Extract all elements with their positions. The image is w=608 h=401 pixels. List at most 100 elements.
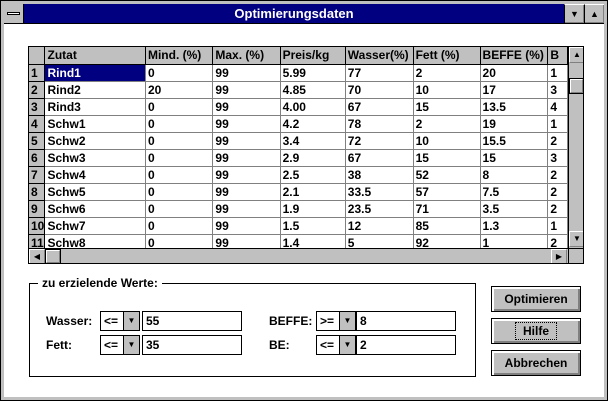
- grid-corner-header[interactable]: [29, 47, 46, 65]
- grid-cell[interactable]: 5.99: [280, 64, 346, 82]
- grid-cell[interactable]: 0: [145, 217, 214, 235]
- cancel-button[interactable]: Abbrechen: [491, 350, 581, 376]
- grid-cell[interactable]: 99: [212, 115, 281, 133]
- grid-cell[interactable]: 15: [413, 98, 481, 116]
- grid-cell[interactable]: 99: [212, 217, 281, 235]
- row-header[interactable]: 3: [29, 98, 46, 116]
- column-header[interactable]: Preis/kg: [280, 47, 346, 65]
- grid-cell[interactable]: 10: [413, 132, 481, 150]
- scroll-down-icon[interactable]: ▼: [569, 231, 583, 247]
- grid-cell[interactable]: 3: [547, 149, 568, 167]
- grid-cell[interactable]: 2: [547, 200, 568, 218]
- grid-cell[interactable]: 4.2: [280, 115, 346, 133]
- grid-cell[interactable]: 2: [547, 183, 568, 201]
- chevron-down-icon[interactable]: ▼: [339, 336, 355, 354]
- grid-cell[interactable]: 0: [145, 234, 214, 248]
- column-header[interactable]: Max. (%): [212, 47, 281, 65]
- grid-cell[interactable]: 20: [145, 81, 214, 99]
- grid-cell[interactable]: 4.85: [280, 81, 346, 99]
- grid-cell[interactable]: Rind2: [44, 81, 146, 99]
- grid-cell[interactable]: 99: [212, 149, 281, 167]
- vertical-scrollbar[interactable]: ▲ ▼: [568, 47, 583, 248]
- wasser-operator-select[interactable]: <= ▼: [100, 311, 140, 331]
- grid-cell[interactable]: 2: [413, 64, 481, 82]
- grid-cell[interactable]: 0: [145, 183, 214, 201]
- grid-cell[interactable]: 3.4: [280, 132, 346, 150]
- column-header[interactable]: Mind. (%): [145, 47, 214, 65]
- chevron-down-icon[interactable]: ▼: [339, 312, 355, 330]
- row-header[interactable]: 9: [29, 200, 46, 218]
- grid-cell[interactable]: Schw1: [44, 115, 146, 133]
- grid-cell[interactable]: 12: [345, 217, 414, 235]
- grid-cell[interactable]: 4.00: [280, 98, 346, 116]
- grid-cell[interactable]: 99: [212, 98, 281, 116]
- fett-operator-select[interactable]: <= ▼: [100, 335, 140, 355]
- grid-cell[interactable]: 2.1: [280, 183, 346, 201]
- grid-cell[interactable]: 1: [547, 115, 568, 133]
- grid-cell[interactable]: 99: [212, 132, 281, 150]
- grid-cell[interactable]: Schw7: [44, 217, 146, 235]
- grid-cell[interactable]: 77: [345, 64, 414, 82]
- grid-cell[interactable]: 99: [212, 166, 281, 184]
- grid-cell[interactable]: 0: [145, 149, 214, 167]
- beffe-value-input[interactable]: 8: [356, 311, 456, 331]
- grid-cell[interactable]: 1.5: [280, 217, 346, 235]
- column-header[interactable]: BEFFE (%): [480, 47, 549, 65]
- column-header[interactable]: Fett (%): [413, 47, 481, 65]
- minimize-button[interactable]: ▼: [564, 4, 584, 23]
- grid-cell[interactable]: 23.5: [345, 200, 414, 218]
- beffe-operator-select[interactable]: >= ▼: [316, 311, 356, 331]
- grid-cell[interactable]: Schw3: [44, 149, 146, 167]
- grid-cell[interactable]: 8: [480, 166, 549, 184]
- row-header[interactable]: 1: [29, 64, 46, 82]
- grid-cell[interactable]: 33.5: [345, 183, 414, 201]
- grid-cell[interactable]: Schw4: [44, 166, 146, 184]
- grid-cell[interactable]: 99: [212, 234, 281, 248]
- grid-cell[interactable]: Rind3: [44, 98, 146, 116]
- grid-cell[interactable]: 15.5: [480, 132, 549, 150]
- system-menu-button[interactable]: [4, 4, 24, 23]
- grid-cell[interactable]: 1: [480, 234, 549, 248]
- grid-cell[interactable]: 99: [212, 81, 281, 99]
- chevron-down-icon[interactable]: ▼: [123, 312, 139, 330]
- grid-cell[interactable]: 3: [547, 81, 568, 99]
- grid-cell[interactable]: 13.5: [480, 98, 549, 116]
- row-header[interactable]: 7: [29, 166, 46, 184]
- maximize-button[interactable]: ▲: [584, 4, 604, 23]
- grid-cell[interactable]: 2.9: [280, 149, 346, 167]
- grid-cell[interactable]: 20: [480, 64, 549, 82]
- grid-cell[interactable]: 3.5: [480, 200, 549, 218]
- scroll-up-icon[interactable]: ▲: [569, 47, 583, 63]
- grid-cell[interactable]: 0: [145, 200, 214, 218]
- grid-cell[interactable]: 38: [345, 166, 414, 184]
- vertical-scroll-thumb[interactable]: [569, 78, 583, 94]
- row-header[interactable]: 6: [29, 149, 46, 167]
- grid-cell[interactable]: 1: [547, 217, 568, 235]
- grid-cell[interactable]: 0: [145, 98, 214, 116]
- scroll-right-icon[interactable]: ▶: [551, 249, 567, 263]
- grid-cell[interactable]: 4: [547, 98, 568, 116]
- row-header[interactable]: 8: [29, 183, 46, 201]
- grid-cell[interactable]: 5: [345, 234, 414, 248]
- grid-cell[interactable]: 99: [212, 200, 281, 218]
- row-header[interactable]: 11: [29, 234, 46, 248]
- wasser-value-input[interactable]: 55: [142, 311, 242, 331]
- be-value-input[interactable]: 2: [356, 335, 456, 355]
- grid-cell[interactable]: 67: [345, 149, 414, 167]
- row-header[interactable]: 10: [29, 217, 46, 235]
- grid-cell[interactable]: 78: [345, 115, 414, 133]
- be-operator-select[interactable]: <= ▼: [316, 335, 356, 355]
- grid-cell[interactable]: 2: [547, 166, 568, 184]
- grid-cell[interactable]: 67: [345, 98, 414, 116]
- scroll-left-icon[interactable]: ◀: [29, 249, 45, 263]
- grid-cell[interactable]: 52: [413, 166, 481, 184]
- ingredients-grid[interactable]: Zutat Mind. (%) Max. (%) Preis/kg Wasser(%) F…: [28, 46, 584, 264]
- grid-cell[interactable]: 92: [413, 234, 481, 248]
- grid-cell[interactable]: 7.5: [480, 183, 549, 201]
- grid-cell[interactable]: 19: [480, 115, 549, 133]
- chevron-down-icon[interactable]: ▼: [123, 336, 139, 354]
- horizontal-scroll-thumb[interactable]: [45, 249, 61, 263]
- grid-cell[interactable]: 2: [413, 115, 481, 133]
- column-header[interactable]: Zutat: [44, 47, 146, 65]
- grid-cell[interactable]: Schw2: [44, 132, 146, 150]
